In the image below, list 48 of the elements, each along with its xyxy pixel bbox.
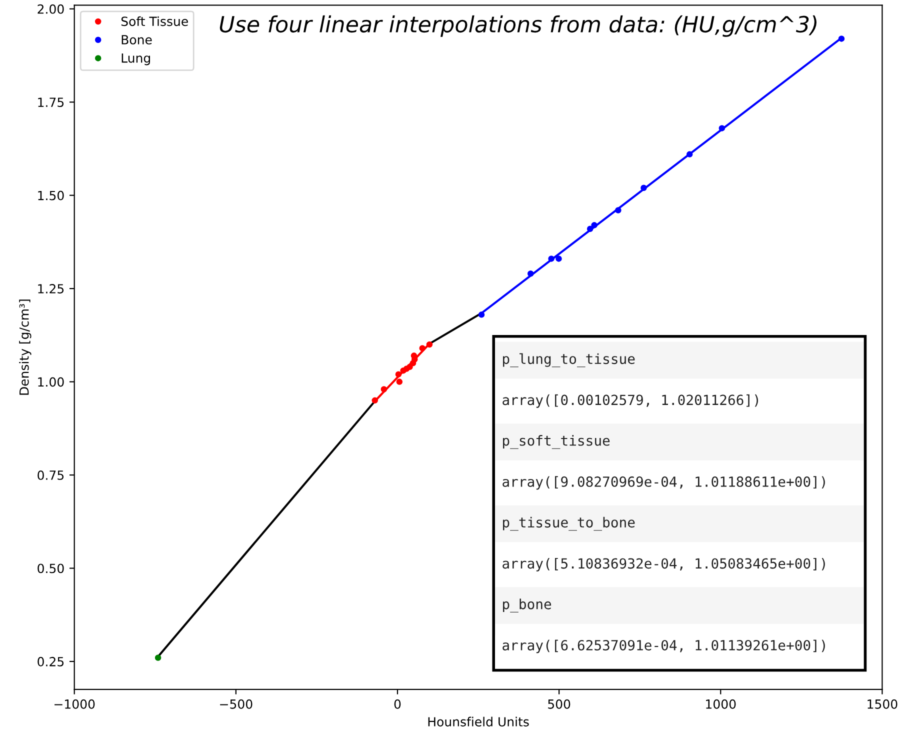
point: [154, 654, 162, 661]
x-tick-label: 1500: [868, 699, 898, 709]
x-tick-label: −1000: [54, 699, 95, 709]
point: [615, 207, 622, 214]
x-tick-label: −500: [220, 699, 252, 709]
point: [586, 226, 594, 232]
annotation: p_tissue_to_bone: [502, 516, 635, 531]
point: [478, 312, 485, 318]
y-axis-title: Density [g/cm³]: [19, 300, 32, 395]
annotation: array([9.08270969e-04, 1.01188611e+00]): [502, 476, 825, 490]
point: [838, 36, 845, 42]
legend-label: Bone: [122, 35, 152, 44]
chart-title: Use four linear interpolations from data: (HU,g/cm^3): [220, 15, 816, 37]
y-tick-label: 2.00: [38, 4, 64, 14]
y-tick-label: 1.25: [38, 284, 64, 294]
legend-label: Soft Tissue: [121, 16, 188, 26]
y-tick-label: 0.75: [38, 470, 64, 480]
y-tick-label: 1.75: [38, 98, 64, 108]
point: [396, 378, 403, 385]
annotation: array([6.62537091e-04, 1.01139261e+00]): [502, 640, 825, 654]
point: [686, 151, 693, 158]
point: [556, 256, 562, 262]
point: [419, 345, 426, 352]
x-tick-label: 0: [394, 699, 401, 709]
point: [591, 222, 598, 228]
legend-label: Lung: [122, 53, 150, 66]
point: [718, 125, 726, 132]
point: [548, 256, 554, 262]
point: [380, 386, 388, 392]
y-tick-label: 0.50: [38, 564, 64, 574]
annotation: p_bone: [502, 598, 552, 612]
y-tick-label: 1.50: [38, 190, 64, 200]
x-axis-title: Hounsfield Units: [428, 716, 529, 726]
point: [410, 352, 418, 359]
point: [406, 364, 413, 370]
annotation: array([0.00102579, 1.02011266]): [502, 394, 758, 408]
point: [640, 184, 647, 191]
annotation: array([5.10836932e-04, 1.05083465e+00]): [502, 558, 825, 572]
point: [426, 341, 433, 348]
point: [372, 397, 378, 404]
point: [528, 270, 534, 277]
x-tick-label: 500: [548, 699, 570, 709]
y-tick-label: 0.25: [38, 656, 64, 666]
point: [395, 371, 402, 378]
x-tick-label: 1000: [706, 699, 736, 709]
annotation: p_lung_to_tissue: [502, 353, 635, 368]
annotation: p_soft_tissue: [502, 435, 610, 449]
y-tick-label: 1.00: [38, 377, 64, 387]
